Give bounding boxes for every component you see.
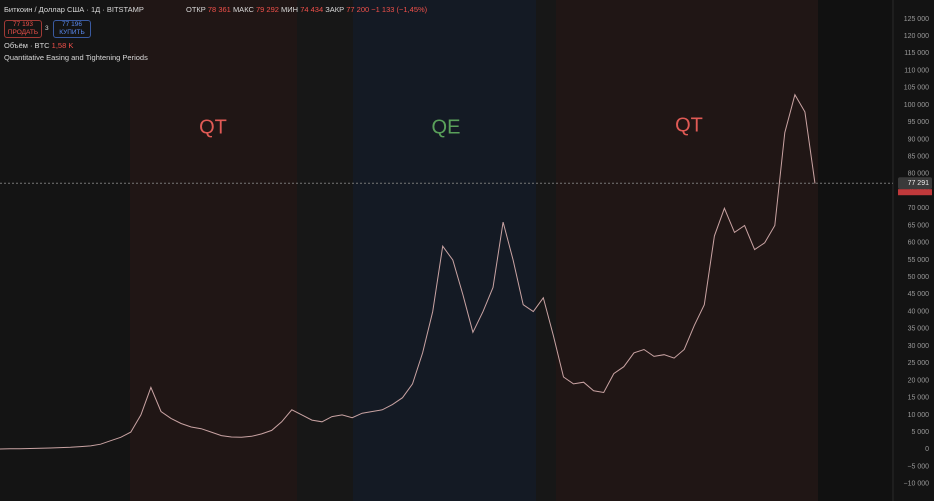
indicator[interactable]: Quantitative Easing and Tightening Perio… bbox=[4, 53, 148, 62]
zone-label: QT bbox=[675, 114, 703, 136]
y-tick-label: −5 000 bbox=[907, 463, 929, 470]
y-tick-label: 125 000 bbox=[904, 16, 929, 23]
qt-region bbox=[556, 0, 818, 501]
y-tick-label: 15 000 bbox=[908, 395, 930, 402]
qe-region bbox=[353, 0, 536, 501]
value: 78 361 bbox=[207, 5, 231, 14]
buy-button[interactable]: 77 196 КУПИТЬ bbox=[53, 20, 91, 38]
zone-label: QT bbox=[199, 116, 227, 138]
y-tick-label: 25 000 bbox=[908, 360, 930, 367]
y-tick-label: 110 000 bbox=[904, 67, 929, 74]
label: ЗАКР bbox=[325, 5, 345, 14]
ohlc: ОТКР 78 361 МАКС 79 292 МИН 74 434 ЗАКР … bbox=[186, 5, 427, 14]
y-tick-label: 5 000 bbox=[911, 429, 929, 436]
price-label: 77 291 bbox=[908, 180, 930, 187]
label: МИН bbox=[281, 5, 299, 14]
price-badge-sub bbox=[898, 189, 932, 196]
label: Объём · BTC bbox=[4, 41, 50, 50]
y-tick-label: 55 000 bbox=[908, 257, 930, 264]
neutral-region bbox=[536, 0, 556, 501]
y-tick-label: 95 000 bbox=[908, 119, 930, 126]
y-tick-label: 35 000 bbox=[908, 326, 930, 333]
price: 77 193 bbox=[13, 21, 33, 28]
spread: 3 bbox=[45, 25, 49, 32]
y-tick-label: 115 000 bbox=[904, 50, 929, 57]
change: −1 133 (−1,45%) bbox=[371, 5, 428, 14]
qt-region bbox=[130, 0, 297, 501]
y-tick-label: 70 000 bbox=[908, 205, 930, 212]
sell-button[interactable]: 77 193 ПРОДАТЬ bbox=[4, 20, 42, 38]
y-tick-label: 105 000 bbox=[904, 85, 929, 92]
y-tick-label: 100 000 bbox=[904, 102, 929, 109]
value: 79 292 bbox=[255, 5, 279, 14]
value: 77 200 bbox=[346, 5, 370, 14]
value: 1,58 K bbox=[51, 41, 74, 50]
y-tick-label: 45 000 bbox=[908, 291, 930, 298]
label: ПРОДАТЬ bbox=[7, 29, 39, 36]
price: 77 196 bbox=[62, 21, 82, 28]
y-tick-label: 0 bbox=[925, 446, 929, 453]
price-line bbox=[0, 93, 816, 450]
y-tick-label: 90 000 bbox=[908, 136, 930, 143]
y-tick-label: 30 000 bbox=[908, 343, 930, 350]
y-tick-label: 80 000 bbox=[908, 171, 930, 178]
y-tick-label: 40 000 bbox=[908, 308, 930, 315]
y-tick-label: 120 000 bbox=[904, 33, 929, 40]
label: КУПИТЬ bbox=[59, 29, 85, 36]
zone-label: QE bbox=[432, 116, 461, 138]
y-tick-label: 50 000 bbox=[908, 274, 930, 281]
label: ОТКР bbox=[186, 5, 206, 14]
future-region bbox=[818, 0, 893, 501]
volume: Объём · BTC 1,58 K bbox=[4, 41, 73, 50]
y-tick-label: −10 000 bbox=[904, 481, 930, 488]
neutral-region bbox=[297, 0, 353, 501]
price-badge bbox=[898, 177, 932, 190]
value: 74 434 bbox=[300, 5, 324, 14]
y-tick-label: 20 000 bbox=[908, 377, 930, 384]
y-tick-label: 10 000 bbox=[908, 412, 930, 419]
label: МАКС bbox=[232, 5, 254, 14]
y-tick-label: 65 000 bbox=[908, 222, 930, 229]
y-tick-label: 85 000 bbox=[908, 154, 930, 161]
symbol[interactable]: Биткоин / Доллар США · 1Д · BITSTAMP bbox=[4, 5, 144, 14]
y-tick-label: 60 000 bbox=[908, 240, 930, 247]
